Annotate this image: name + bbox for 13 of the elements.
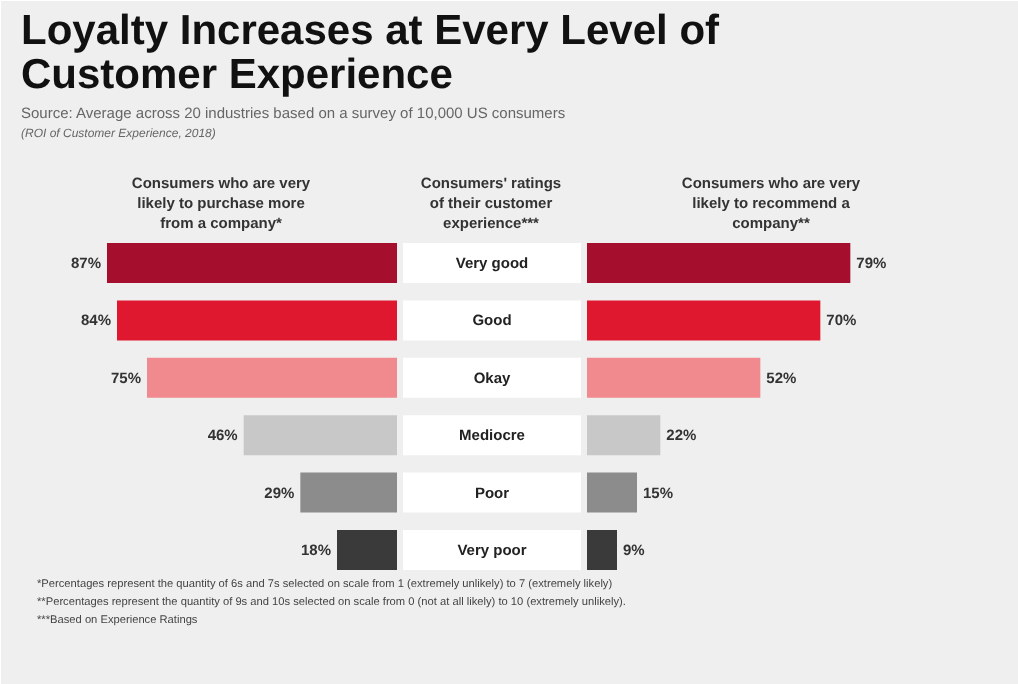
bar xyxy=(300,472,397,513)
chart-title: Loyalty Increases at Every Level of Customer Experience xyxy=(21,8,722,98)
bar xyxy=(587,530,617,570)
bar xyxy=(117,300,397,341)
bar xyxy=(587,243,851,283)
bar xyxy=(243,415,397,456)
bar xyxy=(587,415,661,456)
bar xyxy=(147,357,397,398)
bar xyxy=(587,300,821,341)
bar xyxy=(587,472,637,513)
bar xyxy=(337,530,397,570)
bar xyxy=(587,357,761,398)
bar xyxy=(107,243,397,283)
